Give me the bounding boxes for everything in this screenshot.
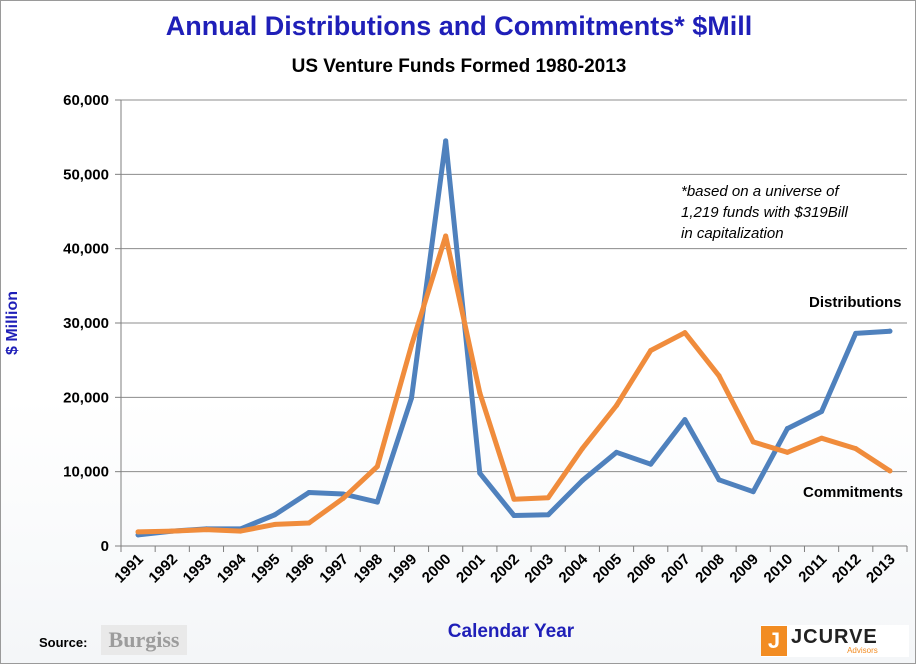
data-point: [443, 138, 449, 144]
data-point: [682, 417, 688, 423]
chart-title: Annual Distributions and Commitments* $M…: [165, 11, 753, 41]
x-tick-label: 2002: [487, 551, 523, 587]
data-point: [784, 426, 790, 432]
jcurve-mark-icon: J: [761, 626, 787, 656]
data-point: [716, 373, 722, 379]
data-point: [169, 528, 175, 534]
x-tick-label: 2009: [726, 551, 762, 587]
data-point: [819, 408, 825, 414]
x-tick-label: 2000: [419, 551, 455, 587]
data-point: [682, 330, 688, 336]
x-tick-label: 2001: [453, 551, 489, 587]
annotation-line: *based on a universe of: [681, 183, 839, 200]
data-point: [238, 528, 244, 534]
data-point: [306, 489, 312, 495]
data-point: [784, 449, 790, 455]
data-point: [374, 499, 380, 505]
y-tick-label: 60,000: [63, 92, 109, 109]
data-point: [340, 495, 346, 501]
data-point: [306, 520, 312, 526]
y-tick-label: 50,000: [63, 166, 109, 183]
chart-subtitle: US Venture Funds Formed 1980-2013: [291, 56, 627, 77]
data-point: [511, 496, 517, 502]
x-tick-label: 2005: [590, 551, 626, 587]
x-tick-label: 1995: [248, 551, 284, 587]
data-point: [443, 233, 449, 239]
x-tick-label: 1991: [111, 551, 147, 587]
annotation-line: in capitalization: [681, 225, 784, 242]
data-point: [477, 390, 483, 396]
data-point: [750, 439, 756, 445]
data-point: [408, 395, 414, 401]
series-label-distributions: Distributions: [809, 294, 902, 311]
burgiss-logo: Burgiss: [101, 625, 187, 655]
data-point: [408, 342, 414, 348]
x-tick-label: 1998: [351, 551, 387, 587]
y-tick-label: 20,000: [63, 389, 109, 406]
data-point: [135, 529, 141, 535]
y-tick-label: 0: [101, 538, 109, 555]
data-point: [511, 513, 517, 519]
y-tick-label: 10,000: [63, 464, 109, 481]
data-point: [374, 463, 380, 469]
x-tick-label: 1996: [282, 551, 318, 587]
data-point: [853, 330, 859, 336]
jcurve-sub: Advisors: [847, 646, 878, 655]
data-point: [272, 512, 278, 518]
series-label-commitments: Commitments: [803, 484, 904, 501]
x-tick-label: 2007: [658, 551, 694, 587]
source-label: Source:: [39, 635, 88, 650]
data-point: [750, 489, 756, 495]
series-line-commitments: [135, 233, 893, 535]
data-point: [716, 477, 722, 483]
data-point: [819, 435, 825, 441]
data-point: [853, 446, 859, 452]
data-point: [614, 403, 620, 409]
data-point: [579, 446, 585, 452]
data-point: [579, 478, 585, 484]
chart-annotation: *based on a universe of 1,219 funds with…: [681, 181, 848, 244]
data-point: [545, 512, 551, 518]
x-tick-label: 2013: [863, 551, 899, 587]
data-point: [477, 470, 483, 476]
y-tick-label: 30,000: [63, 315, 109, 332]
jcurve-logo: J JCURVE Advisors: [761, 625, 909, 657]
x-tick-label: 1994: [214, 550, 250, 586]
annotation-line: 1,219 funds with $319Bill: [681, 204, 848, 221]
data-point: [887, 468, 893, 474]
x-tick-label: 2011: [795, 551, 830, 586]
x-tick-label: 1993: [180, 551, 216, 587]
x-tick-label: 2004: [556, 550, 592, 586]
x-tick-label: 2006: [624, 551, 660, 587]
x-tick-label: 1997: [316, 551, 352, 587]
x-tick-label: 1999: [385, 551, 421, 587]
x-tick-label: 2010: [761, 551, 797, 587]
x-tick-label: 2012: [829, 551, 865, 587]
x-tick-label: 2003: [521, 551, 557, 587]
x-axis-label: Calendar Year: [447, 621, 575, 642]
data-point: [887, 328, 893, 334]
data-point: [648, 348, 654, 354]
x-tick-label: 1992: [145, 551, 181, 587]
data-point: [203, 527, 209, 533]
y-tick-label: 40,000: [63, 241, 109, 258]
data-point: [545, 495, 551, 501]
data-point: [614, 449, 620, 455]
x-tick-label: 2008: [692, 551, 728, 587]
jcurve-name: JCURVE: [791, 626, 878, 648]
data-point: [648, 461, 654, 467]
data-point: [272, 521, 278, 527]
